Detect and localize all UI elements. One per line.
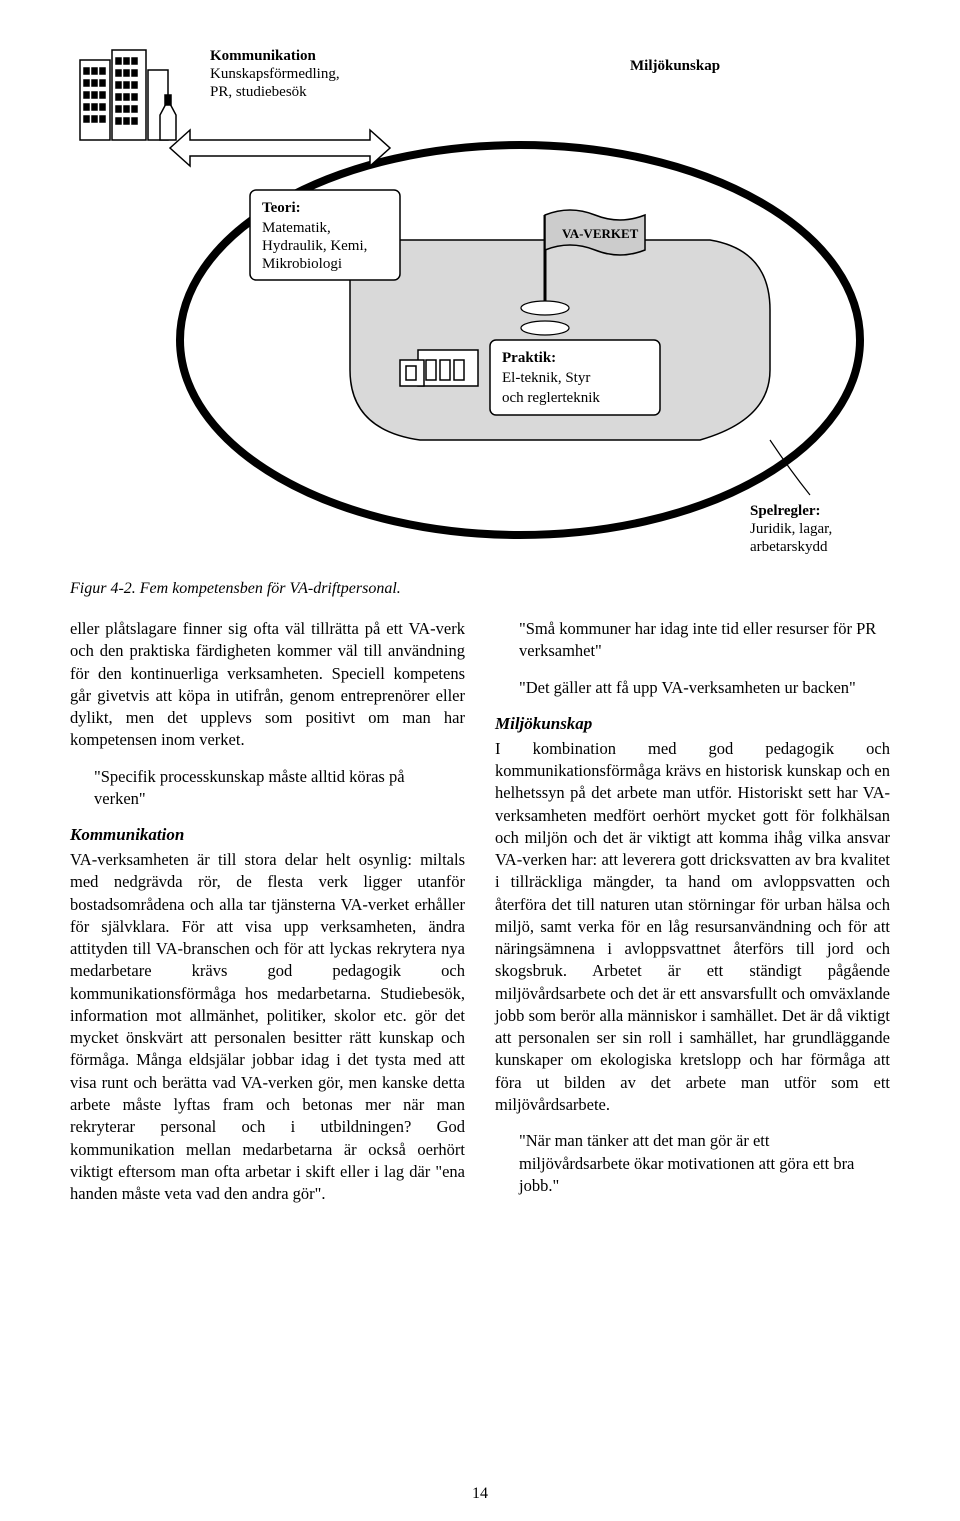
page-number: 14	[0, 1485, 960, 1503]
right-column: "Små kommuner har idag inte tid eller re…	[495, 618, 890, 1219]
teori-l2: Hydraulik, Kemi,	[262, 238, 367, 254]
left-quote1: "Specifik processkunskap måste alltid kö…	[70, 766, 465, 811]
buildings-icon	[80, 50, 176, 140]
figure-caption: Figur 4-2. Fem kompetensben för VA-drift…	[70, 580, 890, 598]
text-columns: eller plåtslagare finner sig ofta väl ti…	[70, 618, 890, 1219]
praktik-bold: Praktik:	[502, 350, 556, 366]
figure-diagram: Kommunikation Kunskapsförmedling, PR, st…	[70, 40, 890, 570]
right-quote2: "Det gäller att få upp VA-verksamheten u…	[495, 677, 890, 699]
right-quote1: "Små kommuner har idag inte tid eller re…	[495, 618, 890, 663]
teori-bold: Teori:	[262, 200, 301, 216]
praktik-l1: El-teknik, Styr	[502, 370, 590, 386]
left-p1: eller plåtslagare finner sig ofta väl ti…	[70, 618, 465, 752]
left-h1: Kommunikation	[70, 824, 465, 847]
teori-l1: Matematik,	[262, 220, 331, 236]
label-kommunikation-bold: Kommunikation	[210, 48, 317, 64]
right-h1: Miljökunskap	[495, 713, 890, 736]
flag-label: VA-VERKET	[562, 226, 639, 241]
spelregler-l1: Juridik, lagar,	[750, 521, 832, 537]
left-p2: VA-verksamheten är till stora delar helt…	[70, 849, 465, 1205]
praktik-l2: och reglerteknik	[502, 390, 600, 406]
right-quote3: "När man tänker att det man gör är ett m…	[495, 1130, 890, 1197]
right-p1: I kombination med god pedagogik och komm…	[495, 738, 890, 1117]
figure-svg: Kommunikation Kunskapsförmedling, PR, st…	[70, 40, 890, 570]
spelregler-bold: Spelregler:	[750, 503, 821, 519]
label-kommunikation-l2: PR, studiebesök	[210, 84, 307, 100]
double-arrow	[170, 130, 390, 166]
spelregler-l2: arbetarskydd	[750, 539, 828, 555]
teori-l3: Mikrobiologi	[262, 256, 342, 272]
label-miljokunskap: Miljökunskap	[630, 58, 720, 74]
left-column: eller plåtslagare finner sig ofta väl ti…	[70, 618, 465, 1219]
label-kommunikation-l1: Kunskapsförmedling,	[210, 66, 340, 82]
